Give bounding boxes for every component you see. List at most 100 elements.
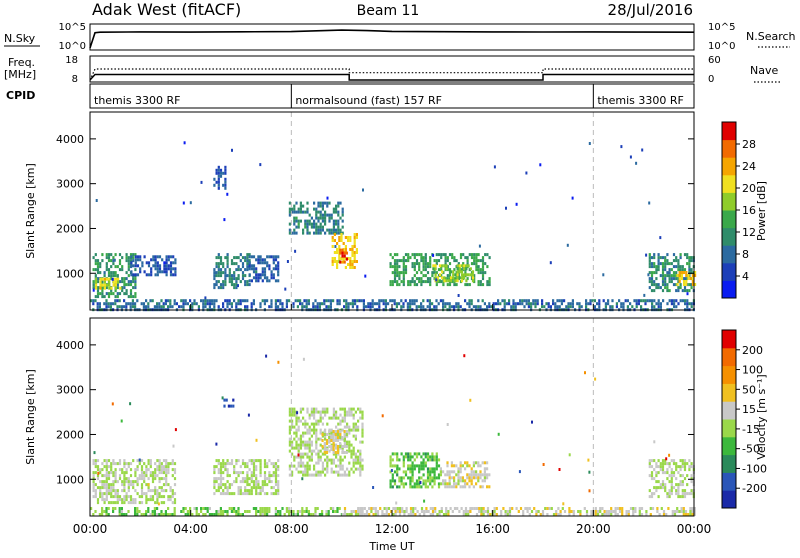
heat-cell: [277, 255, 280, 259]
heat-cell: [295, 443, 298, 447]
heat-cell: [458, 267, 461, 271]
heat-cell: [324, 219, 327, 223]
heat-cell: [369, 305, 372, 309]
heat-cell: [443, 279, 446, 283]
heat-cell: [429, 482, 432, 486]
heat-cell: [169, 270, 173, 274]
heat-cell: [460, 264, 464, 268]
heat-cell: [622, 302, 625, 306]
heat-cell: [393, 259, 397, 263]
heat-cell: [340, 233, 343, 236]
heat-cell: [169, 264, 173, 268]
heat-cell: [407, 280, 410, 284]
heat-cell: [456, 273, 459, 277]
heat-cell: [215, 489, 218, 493]
heat-cell: [440, 256, 443, 260]
heat-cell: [246, 253, 249, 257]
heat-cell: [310, 410, 313, 414]
heat-cell: [428, 299, 431, 303]
heat-cell: [325, 305, 328, 309]
heat-cell: [239, 302, 242, 306]
heat-cell: [125, 477, 128, 481]
heat-cell: [361, 458, 364, 462]
heat-cell: [325, 299, 328, 303]
heat-cell: [413, 302, 416, 306]
heat-cell: [129, 295, 133, 299]
heat-cell: [250, 462, 253, 466]
heat-cell: [348, 473, 351, 477]
heat-cell: [469, 507, 472, 510]
heat-cell: [171, 474, 174, 478]
heat-cell: [362, 188, 364, 192]
heat-cell: [548, 507, 551, 510]
heat-cell: [208, 302, 211, 306]
heat-cell: [525, 299, 528, 303]
heat-cell: [688, 492, 691, 496]
heat-cell: [424, 256, 427, 260]
heat-cell: [330, 436, 333, 439]
heat-cell: [456, 267, 459, 271]
heat-cell: [359, 410, 362, 414]
heat-cell: [409, 513, 413, 516]
heat-cell: [664, 280, 667, 284]
heat-cell: [357, 419, 360, 423]
heat-cell: [160, 510, 163, 513]
heat-cell: [213, 492, 216, 496]
heat-cell: [400, 271, 403, 275]
heat-cell: [116, 274, 119, 278]
heat-cell: [310, 458, 313, 462]
heat-cell: [341, 231, 344, 235]
heat-cell: [125, 253, 128, 257]
date-title: 28/Jul/2016: [608, 1, 693, 19]
heat-cell: [139, 255, 142, 259]
heat-cell: [332, 219, 335, 223]
heat-cell: [349, 248, 352, 251]
heat-cell: [396, 265, 399, 269]
heat-cell: [162, 489, 166, 493]
heat-cell: [341, 464, 344, 468]
heat-cell: [690, 462, 693, 466]
heat-cell: [345, 451, 348, 454]
heat-cell: [376, 510, 380, 513]
heat-cell: [439, 482, 442, 486]
heat-cell: [123, 486, 126, 490]
heat-cell: [239, 486, 242, 490]
heat-cell: [587, 302, 590, 306]
heat-cell: [92, 302, 95, 306]
heat-cell: [332, 430, 335, 433]
heat-cell: [259, 261, 262, 265]
heat-cell: [332, 510, 335, 513]
heat-cell: [255, 270, 258, 274]
heat-cell: [158, 302, 161, 306]
heat-cell: [147, 468, 150, 472]
heat-cell: [341, 467, 344, 471]
heat-cell: [339, 464, 342, 468]
heat-cell: [118, 513, 121, 516]
heat-cell: [402, 283, 405, 287]
heat-cell: [622, 305, 625, 309]
heat-cell: [299, 446, 302, 450]
heat-cell: [215, 168, 218, 172]
heat-cell: [687, 274, 690, 277]
heat-cell: [656, 507, 659, 510]
heat-cell: [533, 507, 536, 510]
heat-cell: [435, 299, 438, 303]
heat-cell: [477, 271, 480, 275]
heat-cell: [331, 257, 334, 260]
colorbar-tick-label: 200: [742, 344, 763, 357]
heat-cell: [330, 431, 333, 435]
heat-cell: [90, 299, 93, 303]
heat-cell: [313, 431, 316, 435]
heat-cell: [315, 207, 318, 211]
heat-cell: [92, 280, 95, 284]
heat-cell: [651, 299, 654, 303]
heat-cell: [348, 428, 351, 432]
heat-cell: [123, 501, 126, 505]
heat-cell: [268, 507, 271, 510]
heat-cell: [319, 216, 322, 220]
heat-cell: [165, 483, 168, 487]
heat-cell: [235, 513, 238, 516]
heat-cell: [481, 473, 484, 477]
heat-cell: [325, 513, 328, 516]
heat-cell: [611, 299, 614, 303]
